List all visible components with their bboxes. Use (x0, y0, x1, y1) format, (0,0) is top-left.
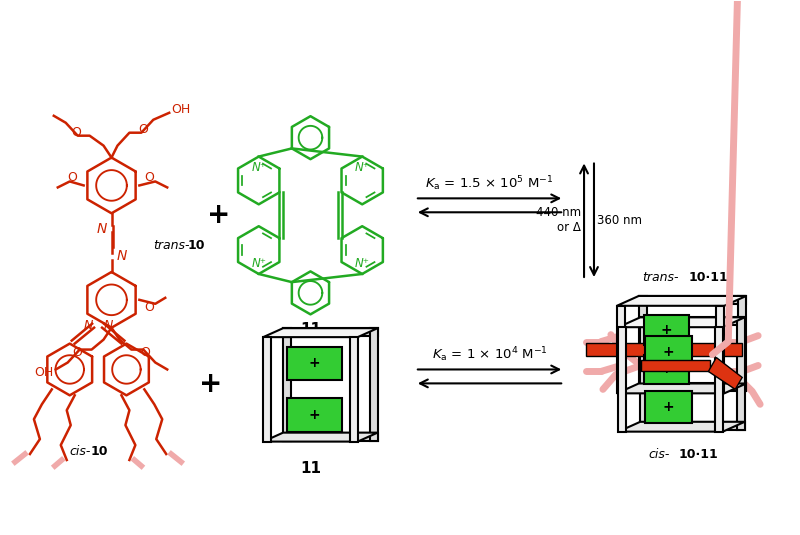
Text: N⁺: N⁺ (354, 161, 370, 174)
Text: +: + (661, 363, 673, 377)
Polygon shape (640, 422, 745, 430)
Polygon shape (618, 317, 745, 327)
Polygon shape (645, 335, 693, 368)
Text: $K_{\rm a}$ = 1.5 × 10$^5$ M$^{-1}$: $K_{\rm a}$ = 1.5 × 10$^5$ M$^{-1}$ (426, 174, 554, 193)
Polygon shape (617, 296, 746, 306)
Polygon shape (640, 317, 745, 325)
Polygon shape (644, 315, 690, 345)
Polygon shape (715, 327, 723, 432)
Text: 10: 10 (187, 239, 205, 251)
Text: 440 nm
or Δ: 440 nm or Δ (536, 207, 581, 234)
Polygon shape (370, 328, 378, 441)
Text: N: N (96, 222, 106, 236)
Polygon shape (644, 355, 690, 384)
Text: OH: OH (171, 103, 190, 116)
Polygon shape (640, 317, 648, 430)
Text: O: O (144, 301, 154, 314)
Polygon shape (716, 306, 724, 393)
Text: +: + (207, 201, 230, 230)
Polygon shape (617, 306, 625, 393)
Polygon shape (283, 328, 378, 336)
Text: 360 nm: 360 nm (597, 214, 642, 227)
Text: trans-: trans- (154, 239, 190, 251)
Text: +: + (662, 400, 674, 414)
Text: O: O (140, 346, 150, 359)
Polygon shape (287, 347, 342, 380)
Text: N⁺: N⁺ (251, 257, 266, 270)
Text: N: N (83, 319, 93, 332)
Polygon shape (350, 337, 358, 441)
Text: 11: 11 (300, 462, 321, 477)
Polygon shape (641, 360, 710, 371)
Text: 10·11: 10·11 (678, 447, 718, 461)
Text: +: + (662, 345, 674, 358)
Text: O: O (70, 126, 81, 139)
Polygon shape (618, 422, 745, 432)
Text: OH: OH (34, 366, 54, 379)
Text: N⁺: N⁺ (251, 161, 266, 174)
Text: trans-: trans- (642, 271, 679, 285)
Polygon shape (737, 317, 745, 430)
Polygon shape (263, 328, 378, 337)
Text: $K_{\rm a}$ = 1 × 10$^4$ M$^{-1}$: $K_{\rm a}$ = 1 × 10$^4$ M$^{-1}$ (431, 345, 547, 364)
Text: cis-: cis- (648, 447, 670, 461)
Text: N: N (103, 319, 113, 332)
Polygon shape (586, 343, 742, 356)
Text: 10: 10 (91, 445, 108, 457)
Text: O: O (144, 171, 154, 184)
Text: O: O (66, 171, 77, 184)
Text: O: O (73, 346, 82, 359)
Polygon shape (263, 433, 378, 441)
Polygon shape (638, 296, 646, 392)
Polygon shape (287, 399, 342, 432)
Polygon shape (283, 328, 291, 441)
Text: +: + (661, 323, 673, 337)
Polygon shape (645, 392, 693, 423)
Text: +: + (199, 370, 222, 399)
Polygon shape (617, 384, 746, 393)
Text: N: N (116, 249, 126, 263)
Text: cis-: cis- (69, 445, 90, 457)
Text: O: O (138, 123, 148, 136)
Text: N⁺: N⁺ (354, 257, 370, 270)
Text: +: + (309, 356, 320, 371)
Polygon shape (638, 384, 746, 392)
Text: +: + (309, 408, 320, 422)
Text: 11: 11 (300, 322, 321, 337)
Text: 10·11: 10·11 (689, 271, 728, 285)
Polygon shape (618, 327, 626, 432)
Polygon shape (708, 357, 742, 389)
Polygon shape (638, 296, 746, 304)
Polygon shape (283, 433, 378, 441)
Polygon shape (738, 296, 746, 392)
Polygon shape (263, 337, 271, 441)
